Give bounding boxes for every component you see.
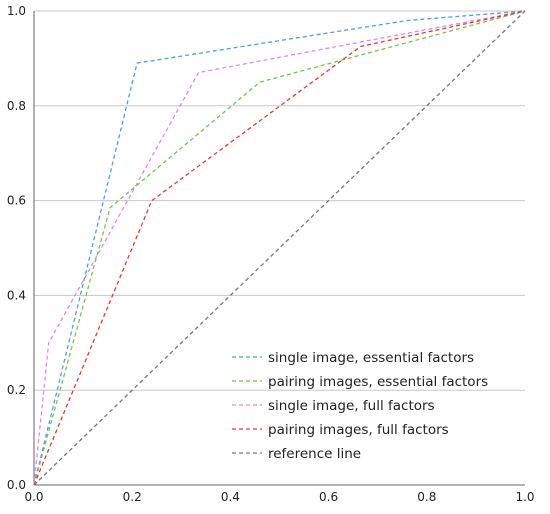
series-line-0 [33,10,526,486]
legend-label-0: single image, essential factors [268,350,474,366]
legend: single image, essential factors pairing i… [232,350,488,462]
tick-labels: 0.0 0.2 0.4 0.6 0.8 1.0 0.0 0.2 0.4 0.6 0.8 1.0 [7,4,535,504]
series-line-2 [33,10,526,486]
y-tick-label-0: 0.0 [7,478,26,492]
x-tick-label-0: 0.0 [24,490,43,504]
legend-label-1: pairing images, essential factors [268,374,488,390]
y-tick-label-4: 0.8 [7,99,26,113]
y-tick-label-1: 0.2 [7,383,26,397]
legend-label-2: single image, full factors [268,398,435,414]
legend-label-3: pairing images, full factors [268,422,449,438]
series-lines [33,10,526,486]
x-tick-label-1: 0.2 [123,490,142,504]
x-tick-label-5: 1.0 [515,490,534,504]
x-tick-label-4: 0.8 [417,490,436,504]
y-tick-label-3: 0.6 [7,194,26,208]
x-tick-label-3: 0.6 [319,490,338,504]
y-tick-label-2: 0.4 [7,288,26,302]
axes [33,11,525,486]
series-line-1 [33,10,526,486]
x-tick-label-2: 0.4 [221,490,240,504]
y-tick-label-5: 1.0 [7,4,26,18]
series-line-3 [33,10,526,486]
series-line-4 [33,10,526,486]
legend-label-4: reference line [268,446,361,462]
